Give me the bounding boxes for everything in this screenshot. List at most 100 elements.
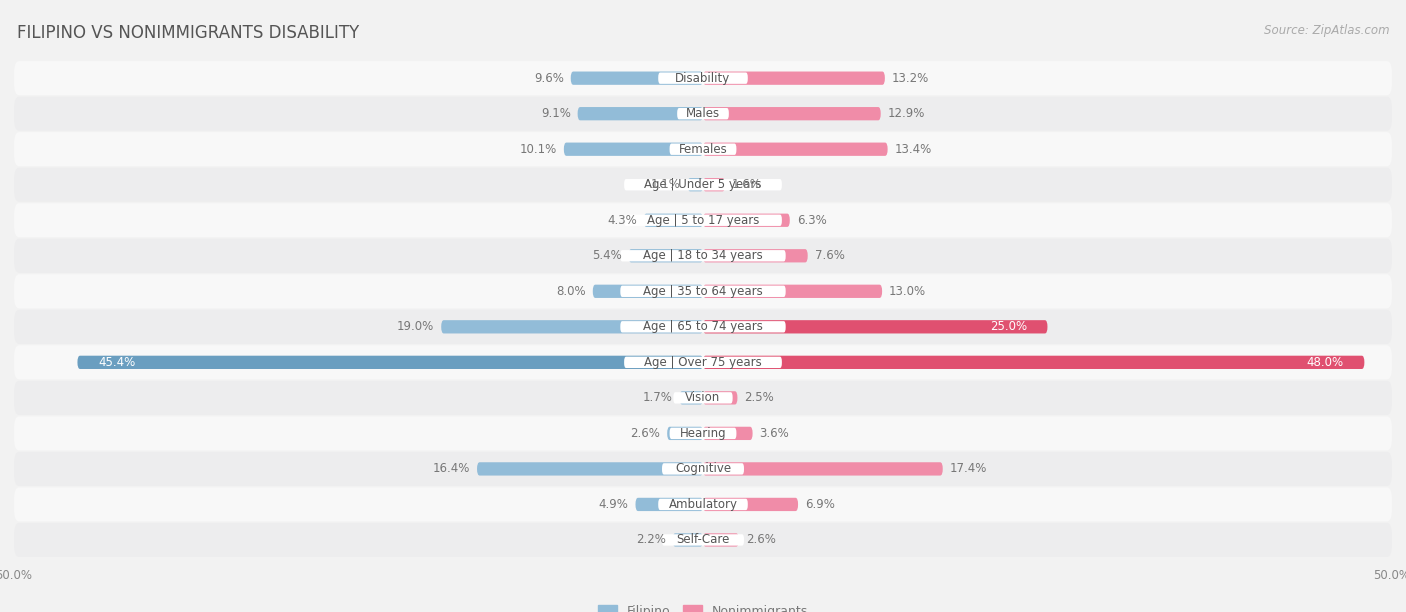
- Text: 48.0%: 48.0%: [1306, 356, 1344, 369]
- FancyBboxPatch shape: [703, 107, 880, 121]
- FancyBboxPatch shape: [620, 250, 786, 261]
- Text: Age | Under 5 years: Age | Under 5 years: [644, 178, 762, 191]
- FancyBboxPatch shape: [688, 178, 703, 192]
- Text: 9.1%: 9.1%: [541, 107, 571, 120]
- Text: Hearing: Hearing: [679, 427, 727, 440]
- FancyBboxPatch shape: [636, 498, 703, 511]
- FancyBboxPatch shape: [477, 462, 703, 476]
- FancyBboxPatch shape: [14, 345, 1392, 379]
- FancyBboxPatch shape: [678, 108, 728, 119]
- FancyBboxPatch shape: [672, 533, 703, 547]
- FancyBboxPatch shape: [14, 61, 1392, 95]
- Text: 1.7%: 1.7%: [643, 391, 672, 405]
- FancyBboxPatch shape: [14, 168, 1392, 202]
- Text: 19.0%: 19.0%: [396, 320, 434, 334]
- Text: Disability: Disability: [675, 72, 731, 84]
- FancyBboxPatch shape: [668, 427, 703, 440]
- FancyBboxPatch shape: [703, 143, 887, 156]
- FancyBboxPatch shape: [14, 452, 1392, 486]
- Text: Age | Over 75 years: Age | Over 75 years: [644, 356, 762, 369]
- Text: 6.9%: 6.9%: [806, 498, 835, 511]
- FancyBboxPatch shape: [14, 523, 1392, 557]
- Text: 1.1%: 1.1%: [651, 178, 681, 191]
- FancyBboxPatch shape: [703, 427, 752, 440]
- Text: 13.2%: 13.2%: [891, 72, 929, 84]
- Text: 4.9%: 4.9%: [599, 498, 628, 511]
- FancyBboxPatch shape: [669, 428, 737, 439]
- Text: Age | 5 to 17 years: Age | 5 to 17 years: [647, 214, 759, 227]
- Text: 16.4%: 16.4%: [433, 463, 470, 476]
- Text: Females: Females: [679, 143, 727, 155]
- FancyBboxPatch shape: [620, 286, 786, 297]
- FancyBboxPatch shape: [14, 203, 1392, 237]
- Text: 2.6%: 2.6%: [745, 534, 776, 547]
- Text: 2.2%: 2.2%: [636, 534, 666, 547]
- Text: Ambulatory: Ambulatory: [668, 498, 738, 511]
- Text: Vision: Vision: [685, 391, 721, 405]
- FancyBboxPatch shape: [593, 285, 703, 298]
- FancyBboxPatch shape: [703, 462, 943, 476]
- Text: 7.6%: 7.6%: [814, 249, 845, 263]
- FancyBboxPatch shape: [620, 321, 786, 332]
- FancyBboxPatch shape: [703, 214, 790, 227]
- FancyBboxPatch shape: [624, 215, 782, 226]
- FancyBboxPatch shape: [703, 249, 807, 263]
- FancyBboxPatch shape: [14, 239, 1392, 273]
- Text: 4.3%: 4.3%: [607, 214, 637, 227]
- Text: 2.5%: 2.5%: [744, 391, 775, 405]
- Text: 10.1%: 10.1%: [520, 143, 557, 155]
- FancyBboxPatch shape: [658, 72, 748, 84]
- FancyBboxPatch shape: [703, 356, 1364, 369]
- FancyBboxPatch shape: [14, 416, 1392, 450]
- Text: 8.0%: 8.0%: [557, 285, 586, 298]
- Text: Age | 18 to 34 years: Age | 18 to 34 years: [643, 249, 763, 263]
- Text: Source: ZipAtlas.com: Source: ZipAtlas.com: [1264, 24, 1389, 37]
- FancyBboxPatch shape: [14, 132, 1392, 166]
- Text: 12.9%: 12.9%: [887, 107, 925, 120]
- Text: Age | 65 to 74 years: Age | 65 to 74 years: [643, 320, 763, 334]
- FancyBboxPatch shape: [571, 72, 703, 85]
- FancyBboxPatch shape: [14, 381, 1392, 415]
- Text: 3.6%: 3.6%: [759, 427, 789, 440]
- Text: 45.4%: 45.4%: [98, 356, 135, 369]
- Text: FILIPINO VS NONIMMIGRANTS DISABILITY: FILIPINO VS NONIMMIGRANTS DISABILITY: [17, 24, 359, 42]
- Text: 17.4%: 17.4%: [949, 463, 987, 476]
- FancyBboxPatch shape: [662, 463, 744, 474]
- Text: 1.6%: 1.6%: [733, 178, 762, 191]
- Text: 13.4%: 13.4%: [894, 143, 932, 155]
- FancyBboxPatch shape: [564, 143, 703, 156]
- FancyBboxPatch shape: [628, 249, 703, 263]
- FancyBboxPatch shape: [658, 499, 748, 510]
- FancyBboxPatch shape: [679, 391, 703, 405]
- FancyBboxPatch shape: [703, 320, 1047, 334]
- Text: Age | 35 to 64 years: Age | 35 to 64 years: [643, 285, 763, 298]
- FancyBboxPatch shape: [644, 214, 703, 227]
- Legend: Filipino, Nonimmigrants: Filipino, Nonimmigrants: [593, 600, 813, 612]
- FancyBboxPatch shape: [703, 285, 882, 298]
- FancyBboxPatch shape: [673, 392, 733, 403]
- FancyBboxPatch shape: [624, 357, 782, 368]
- Text: Cognitive: Cognitive: [675, 463, 731, 476]
- FancyBboxPatch shape: [703, 178, 725, 192]
- FancyBboxPatch shape: [77, 356, 703, 369]
- FancyBboxPatch shape: [703, 533, 738, 547]
- Text: Self-Care: Self-Care: [676, 534, 730, 547]
- Text: 13.0%: 13.0%: [889, 285, 927, 298]
- FancyBboxPatch shape: [14, 274, 1392, 308]
- Text: 9.6%: 9.6%: [534, 72, 564, 84]
- FancyBboxPatch shape: [669, 144, 737, 155]
- FancyBboxPatch shape: [624, 179, 782, 190]
- Text: 25.0%: 25.0%: [990, 320, 1026, 334]
- FancyBboxPatch shape: [662, 534, 744, 546]
- Text: 6.3%: 6.3%: [797, 214, 827, 227]
- FancyBboxPatch shape: [441, 320, 703, 334]
- FancyBboxPatch shape: [703, 72, 884, 85]
- FancyBboxPatch shape: [703, 498, 799, 511]
- Text: 2.6%: 2.6%: [630, 427, 661, 440]
- FancyBboxPatch shape: [703, 391, 738, 405]
- FancyBboxPatch shape: [14, 487, 1392, 521]
- FancyBboxPatch shape: [14, 97, 1392, 131]
- Text: Males: Males: [686, 107, 720, 120]
- FancyBboxPatch shape: [578, 107, 703, 121]
- Text: 5.4%: 5.4%: [592, 249, 621, 263]
